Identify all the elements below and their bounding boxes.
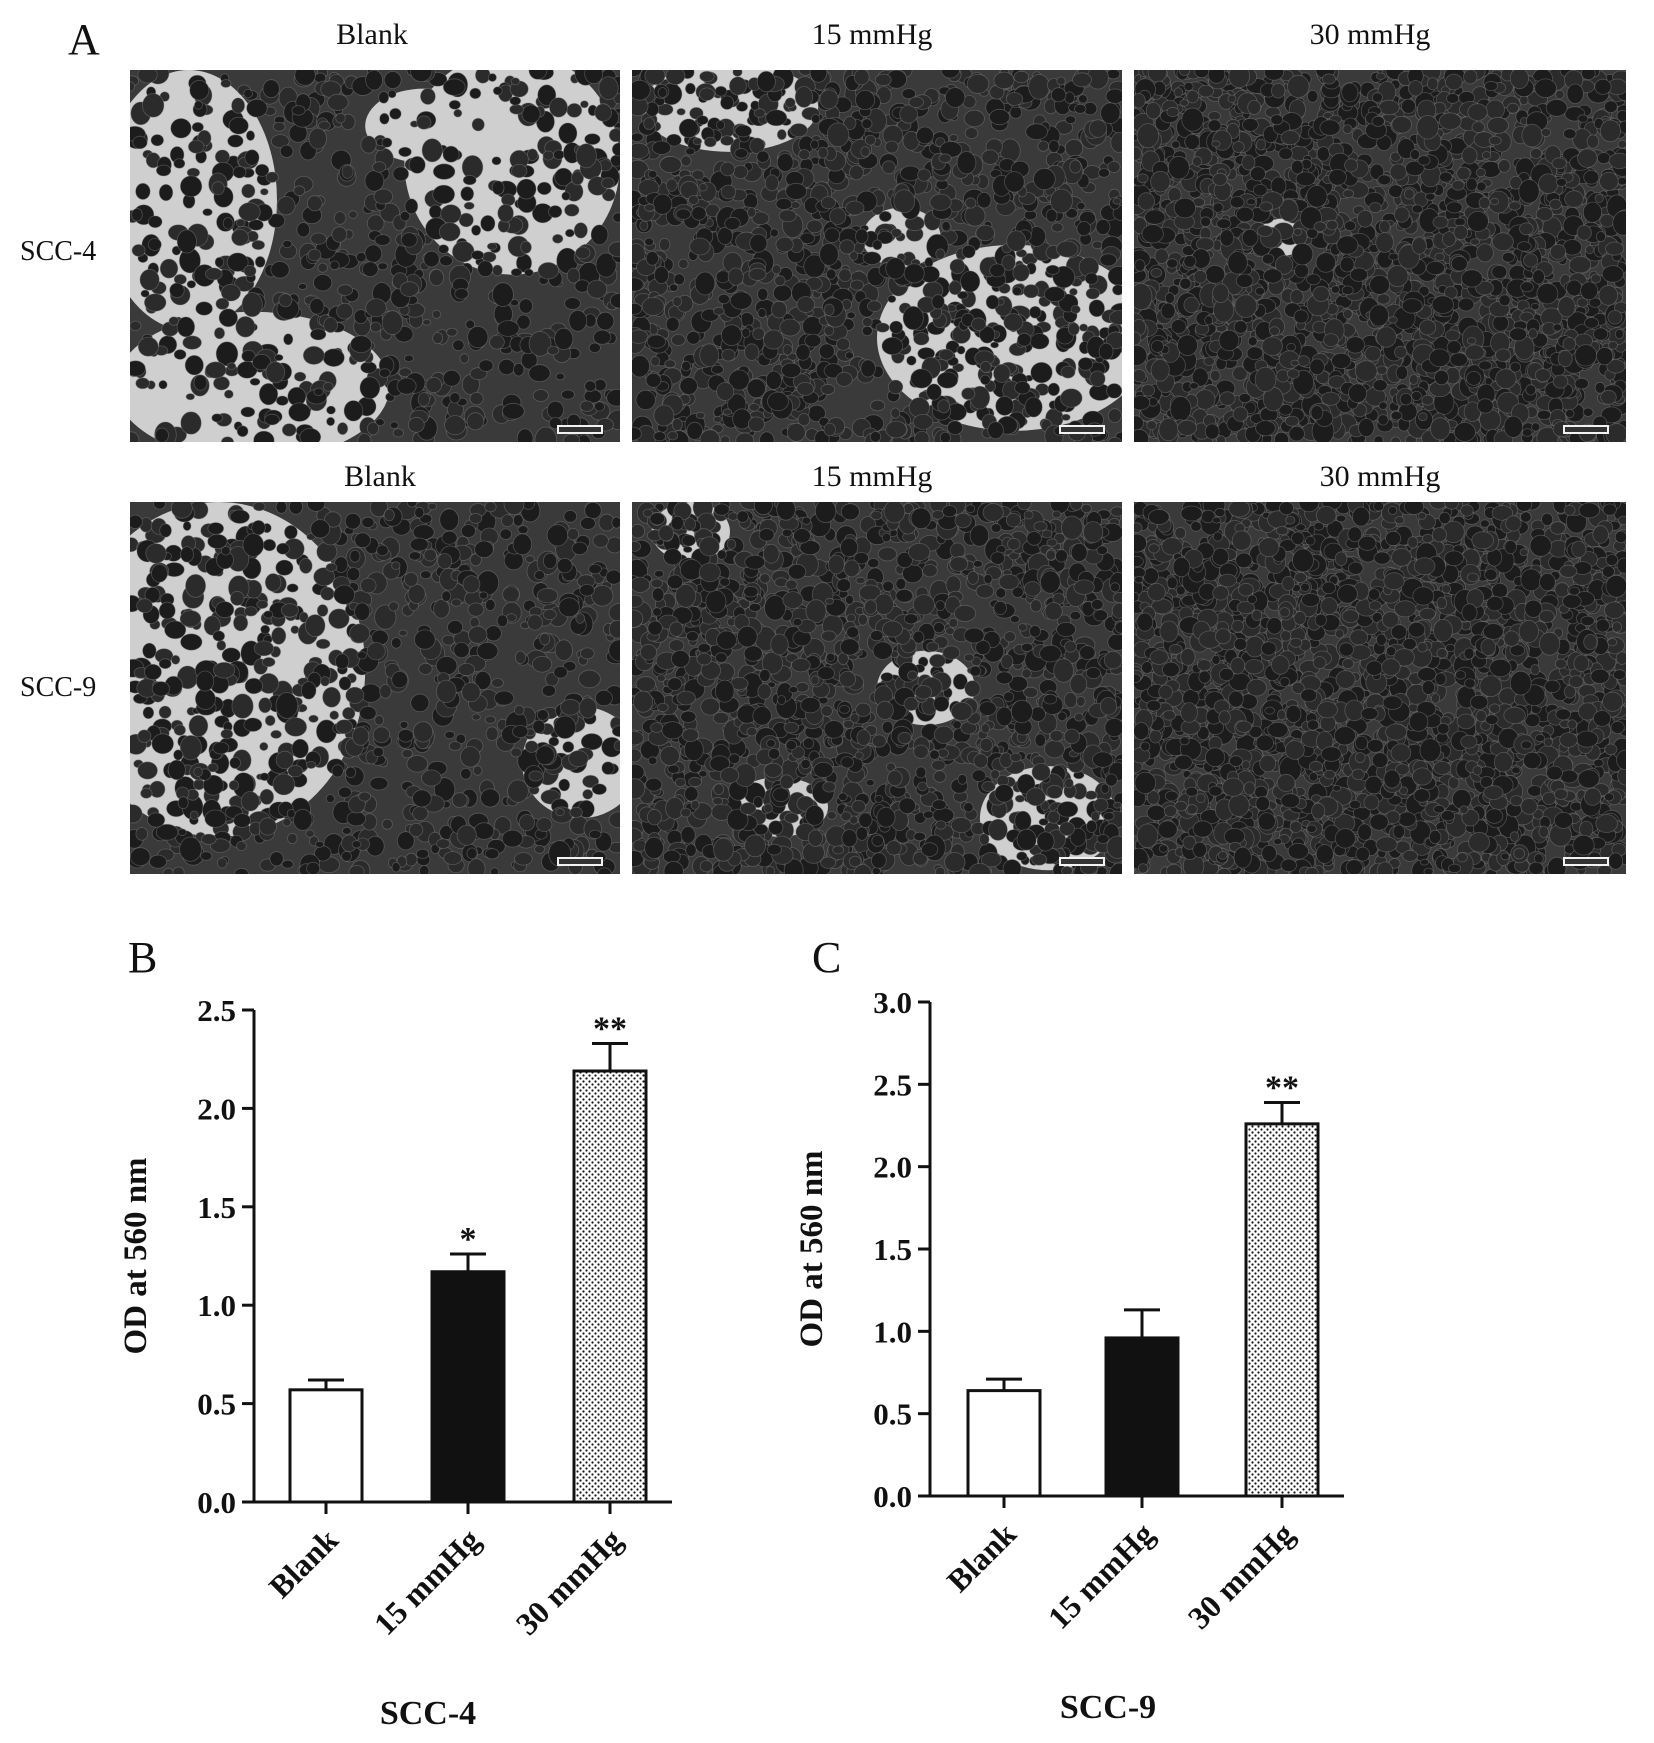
y-tick-label: 0.5	[197, 1387, 236, 1422]
micrograph-scc9-blank	[130, 502, 620, 874]
y-tick-label: 1.5	[197, 1190, 236, 1225]
y-tick-label: 0.0	[873, 1479, 912, 1514]
y-tick-label: 1.5	[873, 1232, 912, 1267]
bar-15-mmhg	[1104, 1336, 1180, 1498]
panel-c-letter: C	[812, 933, 842, 982]
micrograph-scc9-15mmhg	[632, 502, 1122, 874]
chart-scc9: 0.0 0.5 1.0 1.5 2.0 2.5 3.0 OD at 560 nm Blank 15…	[794, 985, 1344, 1726]
y-tick-label: 2.5	[873, 1067, 912, 1102]
x-tick-label: 30 mmHg	[1181, 1515, 1301, 1635]
y-tick-label: 1.0	[873, 1314, 912, 1349]
x-axis-label: SCC-4	[380, 1695, 476, 1732]
x-axis-label: SCC-9	[1060, 1689, 1156, 1726]
y-tick-label: 2.5	[197, 993, 236, 1028]
significance-marker: **	[593, 1010, 627, 1047]
x-tick-label: 30 mmHg	[509, 1521, 629, 1641]
bar-blank	[966, 1389, 1042, 1498]
col-label-15mmhg-bottom: 15 mmHg	[811, 460, 933, 493]
bar-30-mmhg	[572, 1069, 648, 1504]
significance-marker: *	[460, 1221, 477, 1258]
x-tick-label: 15 mmHg	[367, 1521, 487, 1641]
bar-15-mmhg	[430, 1270, 506, 1504]
panel-a-letter: A	[68, 15, 100, 64]
micrograph-scc9-30mmhg	[1134, 502, 1626, 874]
y-tick-label: 3.0	[873, 985, 912, 1020]
col-label-30mmhg-bottom: 30 mmHg	[1319, 460, 1441, 493]
x-tick-label: 15 mmHg	[1041, 1515, 1161, 1635]
significance-marker: **	[1265, 1069, 1299, 1106]
bar-30-mmhg	[1244, 1122, 1320, 1498]
micrograph-scc4-30mmhg	[1134, 70, 1626, 442]
panel-b-letter: B	[128, 933, 158, 982]
col-label-15mmhg-top: 15 mmHg	[811, 18, 933, 51]
y-axis-label: OD at 560 nm	[118, 1157, 154, 1354]
col-label-blank-top: Blank	[336, 18, 408, 51]
col-label-30mmhg-top: 30 mmHg	[1309, 18, 1431, 51]
y-tick-label: 0.5	[873, 1397, 912, 1432]
x-tick-label: Blank	[262, 1521, 345, 1604]
x-tick-label: Blank	[940, 1515, 1023, 1598]
chart-scc4: 0.0 0.5 1.0 1.5 2.0 2.5 OD at 560 nm Blank * 15 m…	[118, 993, 672, 1732]
micrograph-scc4-blank	[130, 70, 620, 442]
y-tick-label: 2.0	[197, 1091, 236, 1126]
y-tick-label: 2.0	[873, 1150, 912, 1185]
micrograph-scc4-15mmhg	[632, 70, 1122, 442]
y-tick-label: 0.0	[197, 1485, 236, 1520]
row-label-scc9: SCC-9	[20, 672, 97, 703]
bar-blank	[288, 1388, 364, 1504]
y-tick-label: 1.0	[197, 1288, 236, 1323]
col-label-blank-bottom: Blank	[344, 460, 416, 493]
y-axis-label: OD at 560 nm	[794, 1150, 830, 1347]
row-label-scc4: SCC-4	[20, 236, 97, 267]
